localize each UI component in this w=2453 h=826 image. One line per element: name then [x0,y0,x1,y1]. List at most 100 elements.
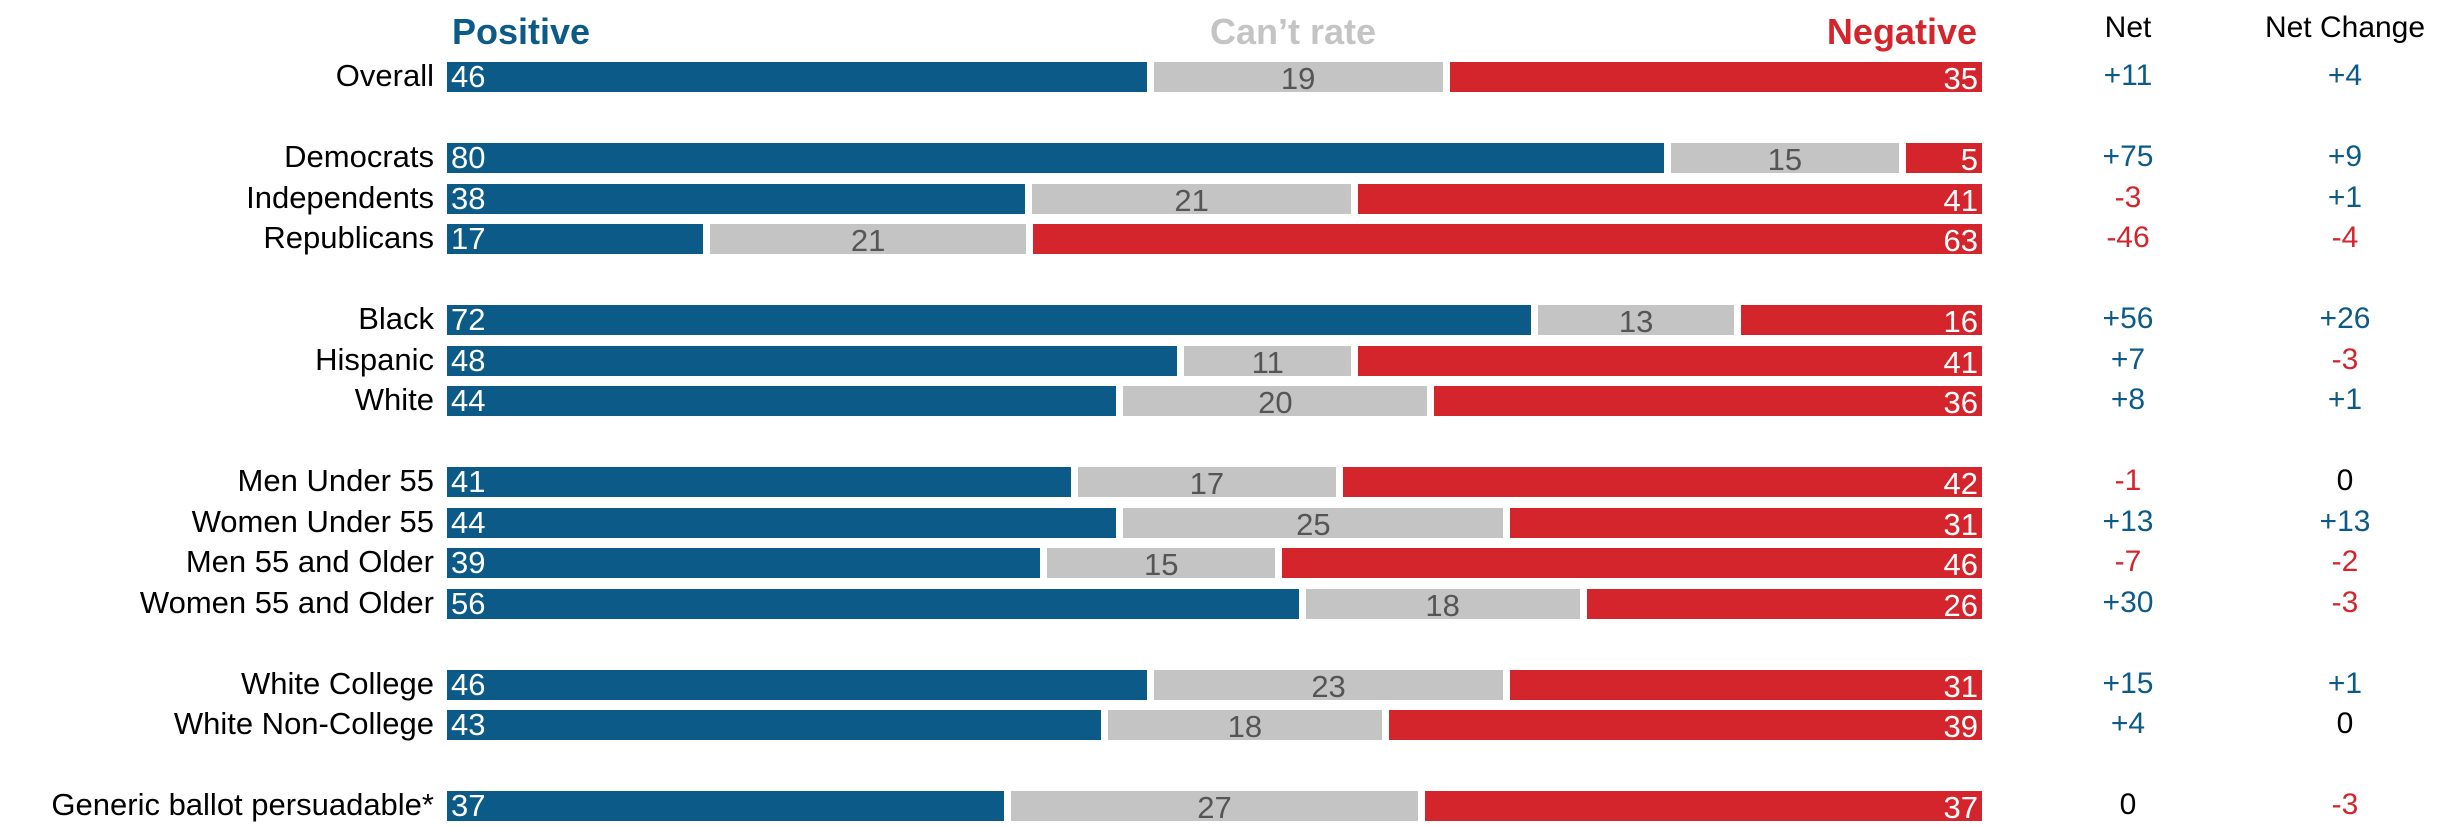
net-change-value: 0 [2336,464,2354,497]
positive-bar [447,305,1532,335]
positive-value-label: 80 [451,140,486,175]
positive-bar [447,791,1005,821]
cant-rate-value-label: 23 [1311,668,1346,704]
negative-value-label: 16 [1943,304,1978,339]
net-value: -3 [2114,180,2142,214]
negative-bar [1586,588,1982,619]
net-value: +15 [2102,666,2154,700]
net-value: +30 [2102,585,2154,619]
positive-bar [447,183,1025,214]
negative-value-label: 39 [1943,709,1978,744]
net-value: 0 [2119,788,2137,821]
net-value: +75 [2102,140,2154,173]
cant-rate-bar [1670,143,1899,173]
positive-value-label: 41 [451,464,486,499]
negative-value-label: 5 [1960,142,1978,177]
net-value: +13 [2102,504,2154,538]
cant-rate-value-label: 15 [1767,142,1803,177]
cant-rate-bar [1153,669,1504,700]
positive-value-label: 37 [451,788,486,823]
cant-rate-value-label: 27 [1197,790,1232,825]
negative-bar [1449,62,1982,92]
net-change-value: -3 [2331,585,2359,619]
positive-bar [447,669,1147,700]
net-value: +11 [2103,59,2153,92]
net-value: +56 [2102,302,2154,335]
negative-bar [1510,669,1982,700]
net-change-value: +1 [2327,383,2363,416]
header-cant-rate: Can’t rate [1210,11,1377,52]
cant-rate-value-label: 17 [1189,466,1225,501]
cant-rate-value-label: 11 [1251,344,1284,380]
positive-bar [447,143,1664,173]
cant-rate-bar [1153,62,1443,92]
cant-rate-value-label: 21 [850,223,886,258]
positive-value-label: 72 [451,302,486,337]
negative-bar [1343,467,1982,497]
positive-bar [447,345,1178,376]
row-label: Democrats [284,139,434,174]
negative-value-label: 41 [1943,182,1978,218]
row-label: White Non-College [173,706,434,741]
net-change-value: -3 [2331,788,2359,821]
positive-bar [447,710,1102,740]
negative-value-label: 41 [1943,344,1978,380]
negative-value-label: 63 [1943,223,1978,258]
cant-rate-bar [710,224,1027,254]
cant-rate-bar [1031,183,1352,214]
cant-rate-bar [1123,386,1428,416]
cant-rate-bar [1077,467,1337,497]
positive-bar [447,588,1299,619]
net-value: -1 [2114,464,2142,497]
negative-value-label: 46 [1943,547,1978,582]
positive-value-label: 44 [451,504,486,540]
row-label: Generic ballot persuadable* [51,787,434,822]
positive-bar [447,224,703,254]
cant-rate-value-label: 18 [1425,587,1460,623]
negative-bar [1282,548,1982,578]
net-change-value: +9 [2327,140,2363,173]
cant-rate-bar [1047,548,1276,578]
row-label: Republicans [263,220,434,255]
negative-bar [1434,386,1982,416]
row-label: Black [358,301,434,336]
net-change-value: 0 [2336,707,2354,740]
header-positive: Positive [452,11,591,52]
row-label: Hispanic [315,341,434,377]
positive-value-label: 56 [451,585,486,621]
positive-bar [447,62,1147,92]
positive-bar [447,507,1117,538]
net-change-value: -2 [2331,545,2359,578]
cant-rate-value-label: 25 [1296,506,1331,542]
column-header-net: Net [2104,11,2152,44]
positive-value-label: 46 [451,59,486,94]
row-label: Women Under 55 [191,503,434,539]
negative-bar [1741,305,1982,335]
negative-value-label: 37 [1943,790,1978,825]
net-change-value: +1 [2327,180,2363,214]
negative-bar [1905,143,1982,173]
row-label: White [354,382,434,417]
net-change-value: -4 [2331,221,2359,254]
cant-rate-value-label: 21 [1174,182,1209,218]
negative-bar [1388,710,1982,740]
net-value: -7 [2114,545,2142,578]
negative-bar [1358,183,1982,214]
cant-rate-bar [1184,345,1352,376]
net-value: +4 [2110,707,2146,740]
cant-rate-bar [1011,791,1418,821]
net-change-value: +4 [2327,59,2363,92]
cant-rate-value-label: 15 [1144,547,1179,582]
negative-bar [1033,224,1982,254]
positive-value-label: 17 [451,221,486,256]
net-value: +8 [2110,383,2146,416]
positive-value-label: 38 [451,180,486,216]
positive-value-label: 48 [451,342,486,378]
cant-rate-bar [1108,710,1382,740]
positive-bar [447,548,1041,578]
row-label: Women 55 and Older [139,584,434,620]
cant-rate-value-label: 20 [1258,385,1293,420]
negative-bar [1510,507,1982,538]
net-change-value: +26 [2319,302,2371,335]
